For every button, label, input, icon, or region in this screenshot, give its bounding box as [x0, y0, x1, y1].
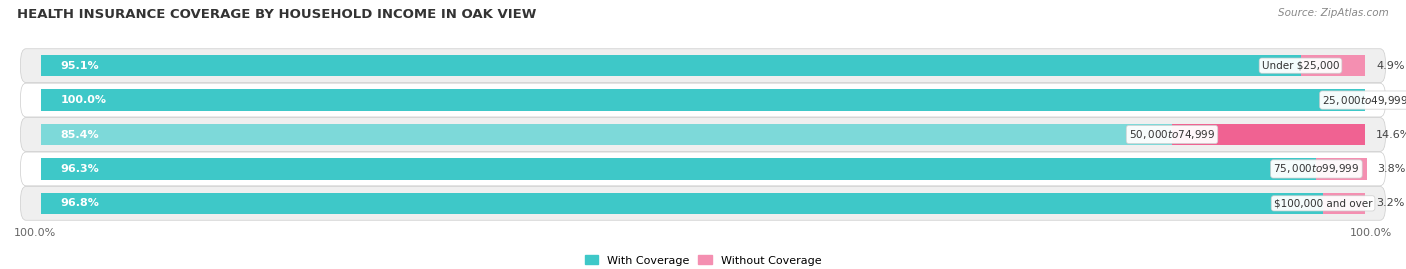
Text: Under $25,000: Under $25,000	[1261, 61, 1340, 71]
Bar	[41, 55, 1301, 76]
Text: 3.8%: 3.8%	[1378, 164, 1406, 174]
Bar	[41, 158, 1316, 180]
FancyBboxPatch shape	[21, 152, 1385, 186]
Bar	[41, 89, 1365, 111]
FancyBboxPatch shape	[21, 118, 1385, 151]
Text: Source: ZipAtlas.com: Source: ZipAtlas.com	[1278, 8, 1389, 18]
Text: 100.0%: 100.0%	[60, 95, 107, 105]
Bar	[1316, 158, 1367, 180]
Text: 100.0%: 100.0%	[1350, 228, 1392, 238]
Text: 85.4%: 85.4%	[60, 129, 98, 140]
Bar	[41, 193, 1323, 214]
Bar	[1173, 124, 1365, 145]
Text: $50,000 to $74,999: $50,000 to $74,999	[1129, 128, 1215, 141]
FancyBboxPatch shape	[21, 186, 1385, 220]
Text: $100,000 and over: $100,000 and over	[1274, 198, 1372, 208]
Text: 4.9%: 4.9%	[1376, 61, 1405, 71]
Text: HEALTH INSURANCE COVERAGE BY HOUSEHOLD INCOME IN OAK VIEW: HEALTH INSURANCE COVERAGE BY HOUSEHOLD I…	[17, 8, 536, 21]
Legend: With Coverage, Without Coverage: With Coverage, Without Coverage	[581, 251, 825, 269]
FancyBboxPatch shape	[21, 49, 1385, 83]
Text: 0.0%: 0.0%	[1376, 95, 1405, 105]
Text: $25,000 to $49,999: $25,000 to $49,999	[1322, 94, 1406, 107]
Text: $75,000 to $99,999: $75,000 to $99,999	[1274, 162, 1360, 175]
Text: 14.6%: 14.6%	[1376, 129, 1406, 140]
Text: 95.1%: 95.1%	[60, 61, 98, 71]
Text: 100.0%: 100.0%	[14, 228, 56, 238]
FancyBboxPatch shape	[21, 83, 1385, 117]
Bar	[41, 124, 1173, 145]
Bar	[1323, 193, 1365, 214]
Text: 96.8%: 96.8%	[60, 198, 100, 208]
Bar	[1301, 55, 1365, 76]
Text: 96.3%: 96.3%	[60, 164, 100, 174]
Text: 3.2%: 3.2%	[1376, 198, 1405, 208]
